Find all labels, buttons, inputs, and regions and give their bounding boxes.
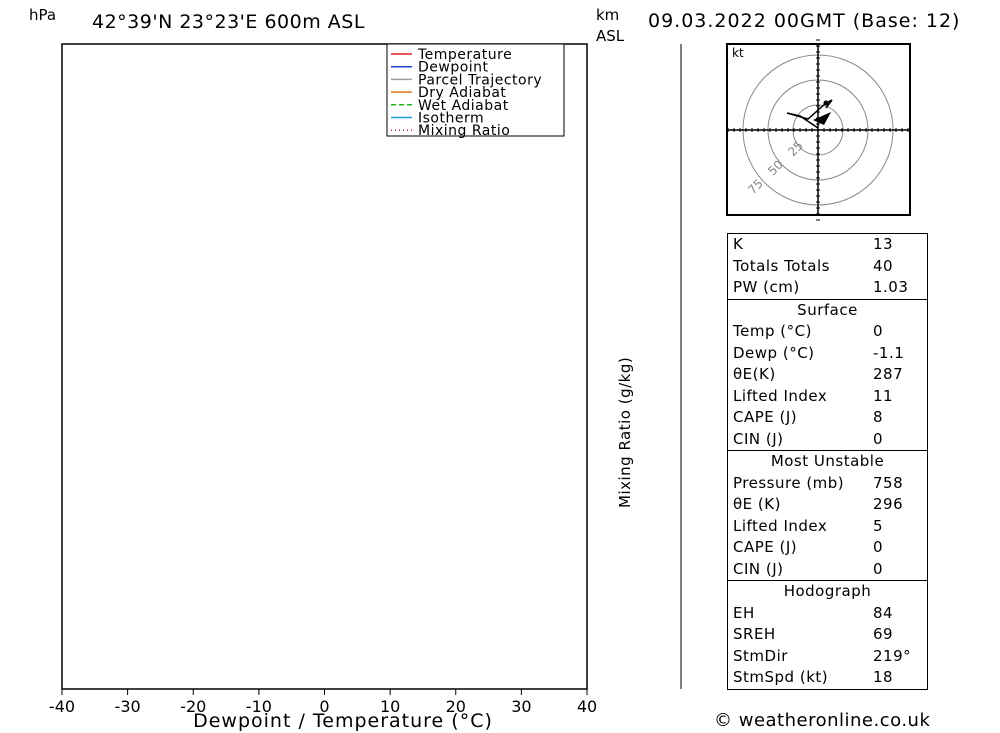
general-index-value: 13 [873,235,894,253]
most-unstable-index-label: Pressure (mb) [733,473,845,492]
hodograph-trace [786,99,833,129]
surface-index-row: CIN (J) 0 [728,429,927,451]
surface-title: Surface [797,300,858,319]
general-index-row: PW (cm) 1.03 [728,277,927,299]
mixing-ratio-axis-label: Mixing Ratio (g/kg) [616,357,634,508]
x-tick-label: 20 [446,697,466,716]
surface-index-label: CIN (J) [733,429,784,448]
pressure-unit: hPa [29,6,56,24]
surface-index-row: CAPE (J) 8 [728,407,927,429]
legend-label: Dewpoint [418,60,489,76]
general-index-label: Totals Totals [733,256,830,275]
hodograph-index-row: StmSpd (kt) 18 [728,667,927,689]
indices-table: K 13 Totals Totals 40 PW (cm) 1.03 Surface Te… [727,233,928,690]
hodograph-index-label: StmDir [733,646,788,665]
hodograph-index-row: SREH 69 [728,624,927,646]
hodograph-unit: kt [732,46,744,60]
most-unstable-index-label: CIN (J) [733,559,784,578]
surface-index-label: CAPE (J) [733,408,798,426]
labels: 3003504004505005506006507007508008509009… [29,6,634,732]
legend-label: Temperature [417,47,512,63]
hodograph-index-value: 84 [873,603,894,622]
surface-index-label: Temp (°C) [733,322,812,340]
most-unstable-index-row: CAPE (J) 0 [728,537,927,559]
surface-index-value: 0 [873,322,884,340]
surface-index-value: 11 [873,386,894,405]
most-unstable-index-value: 758 [873,473,904,492]
hodograph-index-value: 69 [873,625,894,643]
location-title: 42°39'N 23°23'E 600m ASL [92,11,365,33]
surface-index-label: Lifted Index [733,386,828,405]
general-index-label: PW (cm) [733,278,800,296]
surface-section: Surface Temp (°C) 0 Dewp (°C) -1.1 θE(K) 287 L… [727,298,928,451]
x-tick-label: 0 [319,697,329,716]
general-index-value: 1.03 [873,278,909,296]
height-ref: ASL [596,27,625,45]
most-unstable-index-row: Pressure (mb) 758 [728,473,927,495]
plot-frame [61,43,588,690]
hodograph-index-row: StmDir 219° [728,646,927,668]
x-tick-label: -10 [246,697,272,716]
most-unstable-index-label: CAPE (J) [733,538,798,556]
x-tick-label: -40 [49,697,75,716]
surface-index-value: -1.1 [873,343,905,362]
hodograph-point [823,100,829,106]
hodograph-storm-arrow [813,112,831,125]
legend-label: Mixing Ratio [418,123,510,139]
most-unstable-index-row: CIN (J) 0 [728,559,927,581]
x-tick-label: 10 [380,697,400,716]
surface-index-value: 287 [873,365,904,383]
general-index-row: Totals Totals 40 [728,256,927,278]
hodograph-index-label: SREH [733,625,776,643]
general-index-label: K [733,235,744,253]
most-unstable-index-row: θE (K) 296 [728,494,927,516]
most-unstable-index-label: θE (K) [733,495,781,513]
surface-index-label: θE(K) [733,365,776,383]
most-unstable-title: Most Unstable [770,452,885,470]
legend-label: Dry Adiabat [418,85,506,101]
most-unstable-index-value: 5 [873,516,884,535]
hodograph-index-label: EH [733,603,755,622]
most-unstable-index-row: Lifted Index 5 [728,516,927,538]
surface-index-row: Lifted Index 11 [728,386,927,408]
surface-index-row: Temp (°C) 0 [728,321,927,343]
surface-index-row: θE(K) 287 [728,364,927,386]
general-index-value: 40 [873,256,894,275]
surface-index-value: 0 [873,429,884,448]
x-tick-label: -30 [115,697,141,716]
hodograph-index-value: 219° [873,646,912,665]
x-tick-label: 30 [511,697,531,716]
legend-label: Wet Adiabat [418,98,509,114]
most-unstable-index-label: Lifted Index [733,516,828,535]
surface-index-value: 8 [873,408,884,426]
hodograph-index-value: 18 [873,668,894,686]
x-tick-label: -20 [180,697,206,716]
hodograph-index-row: EH 84 [728,603,927,625]
surface-index-row: Dewp (°C) -1.1 [728,343,927,365]
height-unit: km [596,6,619,24]
most-unstable-section: Most Unstable Pressure (mb) 758 θE (K) 296 L… [727,450,928,581]
general-indices: K 13 Totals Totals 40 PW (cm) 1.03 [727,233,928,300]
x-axis-label: Dewpoint / Temperature (°C) [193,710,493,732]
most-unstable-index-value: 0 [873,538,884,556]
most-unstable-index-value: 0 [873,559,884,578]
hodograph-title: Hodograph [783,582,872,600]
most-unstable-index-value: 296 [873,495,904,513]
header-datetime: 09.03.2022 00GMT (Base: 12) [648,10,961,32]
surface-index-label: Dewp (°C) [733,343,815,362]
credit[interactable]: © weatheronline.co.uk [714,710,931,731]
legend-label: Parcel Trajectory [418,72,542,88]
general-index-row: K 13 [728,234,927,256]
hodograph-index-label: StmSpd (kt) [733,668,829,686]
legend-box [386,43,565,137]
legend-label: Isotherm [418,111,484,127]
x-tick-label: 40 [577,697,597,716]
hodograph-section: Hodograph EH 84 SREH 69 StmDir 219° StmSpd (kt… [727,580,928,690]
